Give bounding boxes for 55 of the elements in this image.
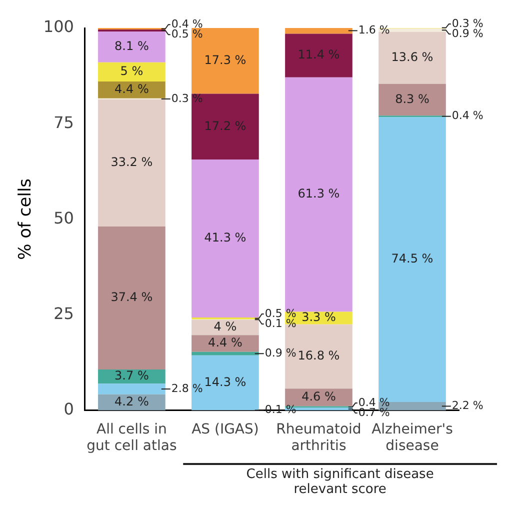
- data-label: 8.1 %: [114, 39, 149, 54]
- y-tick-label: 0: [64, 400, 74, 419]
- data-label: 33.2 %: [110, 155, 153, 170]
- data-label: 8.3 %: [395, 92, 430, 106]
- bar: [378, 84, 446, 116]
- y-tick-label: 50: [54, 208, 74, 228]
- bar: [98, 226, 166, 370]
- bar: [285, 34, 352, 78]
- data-label: 61.3 %: [298, 186, 340, 201]
- data-label: 0.9 %: [264, 346, 296, 360]
- x-tick-label: AS (IGAS): [192, 421, 259, 438]
- y-tick-label: 75: [54, 112, 74, 132]
- bar: [285, 28, 352, 34]
- data-label: 4.4 %: [208, 336, 242, 350]
- data-label: 11.4 %: [298, 48, 340, 62]
- data-label: 1.6 %: [358, 24, 390, 37]
- y-axis-title: % of cells: [16, 178, 36, 260]
- bar: [98, 82, 166, 98]
- y-tick-label: 100: [43, 17, 74, 36]
- x-tick-label: Rheumatoid arthritis: [276, 421, 362, 454]
- data-label: 4.4 %: [114, 82, 149, 96]
- data-label: 4 %: [214, 320, 237, 334]
- bar: [98, 62, 166, 82]
- data-label: 17.2 %: [204, 118, 246, 133]
- data-label: 41.3 %: [204, 230, 246, 245]
- data-label: 5 %: [120, 64, 144, 78]
- data-label: 16.8 %: [298, 348, 340, 363]
- data-label: 0.4 %: [452, 109, 484, 122]
- data-label: 74.5 %: [391, 252, 434, 266]
- bar: [192, 352, 259, 356]
- bar: [98, 31, 166, 62]
- data-label: 2.2 %: [452, 399, 484, 412]
- text: Cells with significant disease relevant score: [246, 466, 434, 497]
- bar: [98, 100, 166, 226]
- data-label: 4.2 %: [114, 394, 149, 408]
- data-label: 17.3 %: [204, 52, 246, 67]
- bar: [192, 320, 259, 336]
- data-label: 4.6 %: [302, 390, 336, 404]
- data-label: 37.4 %: [110, 290, 153, 304]
- data-label: 0.3 %: [171, 92, 203, 105]
- data-label: 13.6 %: [391, 50, 434, 64]
- y-tick-label: 25: [54, 304, 74, 323]
- data-label: 2.8 %: [171, 382, 203, 395]
- bar: [192, 160, 259, 318]
- bar: [98, 384, 166, 394]
- data-label: 3.7 %: [114, 368, 149, 383]
- bar: [192, 28, 259, 94]
- x-tick-label: All cells in gut cell atlas: [86, 421, 177, 454]
- x-tick-label: Alzheimer's disease: [372, 421, 453, 454]
- bar: [192, 355, 259, 410]
- data-label: 0.4 %: [358, 396, 390, 409]
- data-label: 3.3 %: [302, 310, 336, 324]
- bar: [192, 94, 259, 160]
- data-label: 14.3 %: [204, 374, 246, 389]
- bar: [192, 335, 259, 352]
